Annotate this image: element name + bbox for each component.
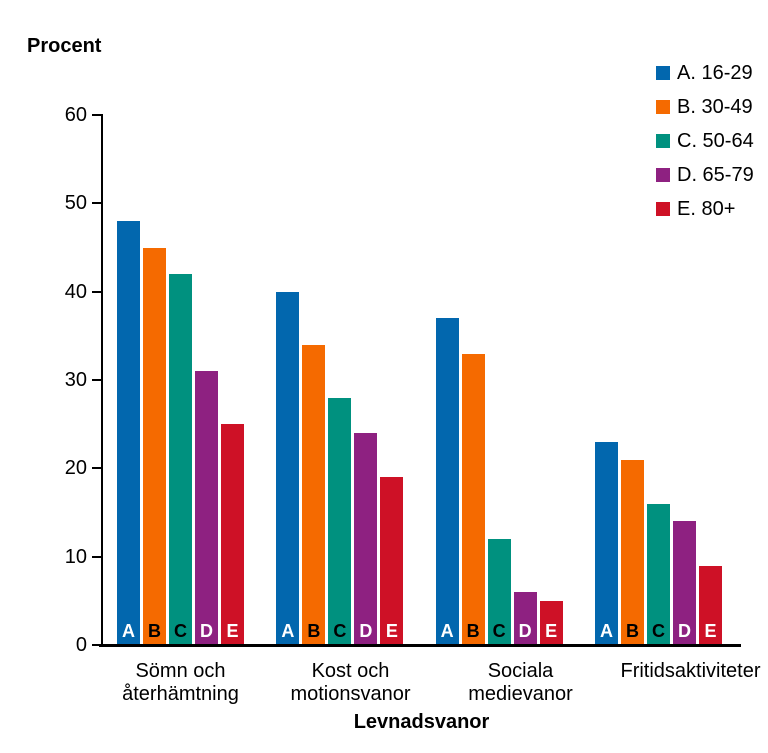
bar-letter-label: D [200,621,213,641]
legend-swatch-icon [656,100,670,114]
bar-letter-label: E [226,621,239,641]
y-tick-mark [92,202,101,205]
x-axis-line [99,644,741,647]
bar: B [302,344,326,645]
bar-letter-label: A [599,621,613,641]
bar: E [539,600,563,645]
bar: C [646,503,670,645]
bar-letter-label: C [174,621,187,641]
y-tick-mark [92,644,101,646]
legend: A. 16-29 B. 30-49 C. 50-64 D. 65-79 E. 80+ [656,62,754,232]
y-tick-label: 0 [75,634,87,656]
legend-item: B. 30-49 [656,96,754,118]
bar: D [513,592,537,645]
bar-letter-label: A [440,621,454,641]
x-category-label-line: Kost och [311,660,390,682]
bar: B [461,353,485,645]
bar-letter-label: A [122,621,135,641]
legend-item: E. 80+ [656,198,754,220]
legend-item: D. 65-79 [656,164,754,186]
y-axis-line [101,114,103,646]
legend-swatch-icon [656,134,670,148]
y-tick-mark [92,467,101,470]
legend-label: E. 80+ [677,197,736,220]
bar-letter-label: A [281,621,295,641]
legend-label: C. 50-64 [677,129,754,152]
bar: D [195,371,218,645]
bar: C [487,539,511,645]
bar: E [380,477,404,645]
bar: A [594,441,618,645]
legend-item: C. 50-64 [656,130,754,152]
y-tick-mark [92,555,101,558]
x-category-label-line: Sociala [487,660,554,682]
bar: C [169,274,192,645]
bar: D [354,433,378,645]
bar-letter-label: C [651,621,665,641]
bar: A [435,318,459,645]
bar-letter-label: B [466,621,480,641]
legend-item: A. 16-29 [656,62,754,84]
y-tick-label: 50 [64,192,87,215]
y-tick-mark [92,114,101,116]
x-category-label-line: Fritidsaktiviteter [620,660,761,682]
bar-letter-label: E [704,621,717,641]
bar: B [620,459,644,645]
x-category-label: Fritidsaktiviteter [620,660,760,706]
bar-letter-label: C [492,621,506,641]
x-category-label-line: motionsvanor [290,683,411,705]
bar-letter-label: D [677,621,691,641]
legend-label: B. 30-49 [677,95,753,118]
bar-letter-label: B [625,621,639,641]
bar: B [143,247,166,645]
legend-swatch-icon [656,168,670,182]
bar-letter-label: D [359,621,373,641]
legend-label: D. 65-79 [677,163,754,186]
x-category-label: Sömn och återhämtning [117,660,244,706]
y-tick-mark [92,379,101,381]
legend-swatch-icon [656,66,670,80]
bar-letter-label: E [545,621,558,641]
bar: A [276,291,300,645]
bar-letter-label: C [333,621,347,641]
legend-label: A. 16-29 [677,61,753,84]
bar-letter-label: B [307,621,321,641]
x-axis-title: Levnadsvanor [353,711,490,733]
y-tick-mark [92,290,101,293]
x-category-label-line: återhämtning [122,683,239,705]
y-tick-label: 20 [64,457,87,480]
bar-letter-label: E [385,621,398,641]
bar: E [698,565,722,645]
y-tick-label: 40 [64,280,87,303]
y-tick-label: 10 [64,545,87,568]
legend-swatch-icon [656,202,670,216]
bar: A [117,221,140,645]
bar: E [221,424,244,645]
x-category-labels: Sömn och återhämtning Kost och motionsvanor… [103,660,768,706]
y-axis-title: Procent [27,35,102,57]
y-tick-label: 30 [64,369,87,391]
x-category-label: Kost och motionsvanor [287,660,414,706]
bar-letter-label: B [148,621,161,641]
y-tick-label: 60 [64,104,87,126]
bar: D [672,521,696,645]
x-category-label: Sociala medievanor [457,660,584,706]
x-category-label-line: Sömn och [135,660,226,682]
bar-letter-label: D [518,621,532,641]
x-category-label-line: medievanor [468,683,573,705]
bar: C [328,397,352,645]
